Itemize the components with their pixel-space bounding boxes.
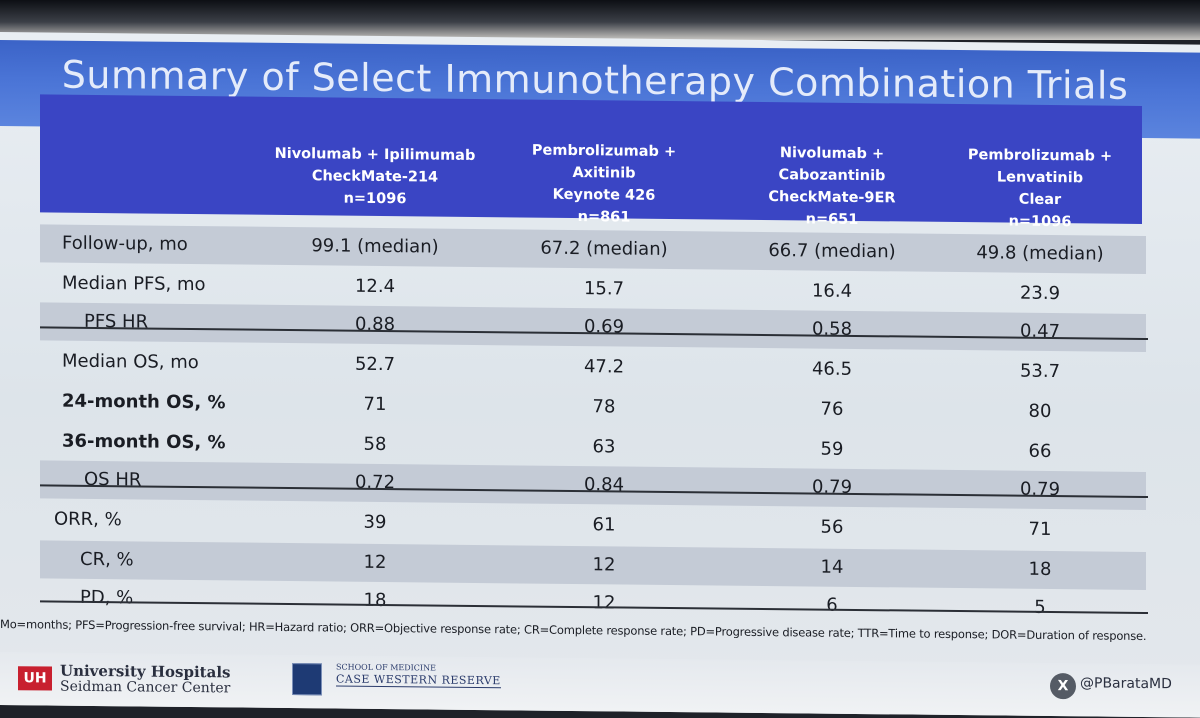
table-cell: 56 [820,516,844,538]
uh-logo-icon: UH [18,666,52,691]
table-cell: 66 [1028,440,1052,463]
table-cell: 66.7 (median) [768,240,896,263]
table-cell: 39 [363,511,387,534]
column-header-line: Lenvatinib [996,169,1084,187]
table-cell: 0.84 [583,474,625,496]
table-cell: 12 [592,592,616,614]
cwru-line2: CASE WESTERN RESERVE [336,672,501,688]
uh-name-line: University Hospitals [60,661,231,682]
row-label: Follow-up, mo [62,232,188,255]
column-header-line: Clear [1018,191,1062,209]
table-cell: 12 [363,551,387,574]
table-cell: 71 [363,393,387,416]
row-label: Median PFS, mo [62,272,206,296]
table-cell: 0.69 [583,316,625,338]
column-header-1: Nivolumab + Ipilimumab CheckMate-214 n=109… [265,143,485,211]
table-cell: 0.79 [1019,478,1061,501]
row-label: 36-month OS, % [62,430,226,454]
table-cell: 76 [820,398,844,420]
column-header-line: n=861 [577,209,631,226]
footer: UH University Hospitals Seidman Cancer C… [0,652,1200,718]
column-header-line: CheckMate-9ER [768,189,896,207]
table-cell: 0.47 [1019,320,1061,343]
social-handle: @PBarataMD [1080,675,1172,693]
table-cell: 78 [592,396,616,418]
row-label: 24-month OS, % [62,390,226,414]
row-label: ORR, % [54,508,122,531]
table-cell: 46.5 [811,358,853,380]
column-header-line: n=1096 [343,190,407,208]
table-cell: 12.4 [354,275,396,298]
table-cell: 6 [826,594,838,616]
table-cell: 12 [592,554,616,576]
table-cell: 59 [820,438,844,460]
table-cell: 16.4 [811,280,853,302]
table-cell: 15.7 [583,278,625,300]
table-cell: 52.7 [354,353,396,376]
column-header-3: Nivolumab + Cabozantinib CheckMate-9ER n=65… [722,142,942,232]
column-header-line: n=1096 [1008,213,1072,231]
slide: Summary of Select Immunotherapy Combinat… [0,32,1200,718]
cwru-wordmark: SCHOOL OF MEDICINE CASE WESTERN RESERVE [336,661,501,689]
table-cell: 0.88 [354,313,396,336]
table-cell: 53.7 [1019,360,1061,383]
table-cell: 80 [1028,400,1052,423]
table-cell: 99.1 (median) [311,235,439,258]
column-header-line: n=651 [805,211,859,228]
column-header-line: CheckMate-214 [311,168,439,186]
cwru-seal-icon [292,663,322,696]
x-logo-icon: X [1050,672,1076,700]
table-cell: 18 [363,589,387,612]
table-cell: 61 [592,514,616,536]
table-cell: 23.9 [1019,282,1061,305]
column-header-4: Pembrolizumab + Lenvatinib Clear n=1096 [930,144,1150,234]
table-cell: 18 [1028,558,1052,581]
table-cell: 49.8 (median) [976,242,1104,265]
column-header-line: Pembrolizumab + [531,142,677,161]
table-cell: 0.79 [811,476,853,498]
table-cell: 67.2 (median) [540,237,668,260]
column-header-line: Pembrolizumab + [967,147,1113,165]
table-cell: 71 [1028,518,1052,541]
column-header-2: Pembrolizumab + Axitinib Keynote 426 n=861 [494,139,714,229]
table-cell: 58 [363,433,387,456]
table-cell: 14 [820,556,844,578]
table-cell: 47.2 [583,356,625,378]
table-cell: 0.72 [354,471,396,494]
column-header-line: Cabozantinib [778,167,886,185]
row-label: Median OS, mo [62,350,199,374]
uh-sub-line: Seidman Cancer Center [60,678,231,697]
table-cell: 0.58 [811,318,853,340]
table-cell: 63 [592,436,616,458]
column-header-line: Keynote 426 [552,186,656,204]
column-header-line: Axitinib [572,164,636,182]
uh-name: University Hospitals Seidman Cancer Cent… [60,661,231,697]
column-header-line: Nivolumab + [779,145,885,163]
table-cell: 5 [1034,596,1046,618]
column-header-line: Nivolumab + Ipilimumab [274,145,476,164]
